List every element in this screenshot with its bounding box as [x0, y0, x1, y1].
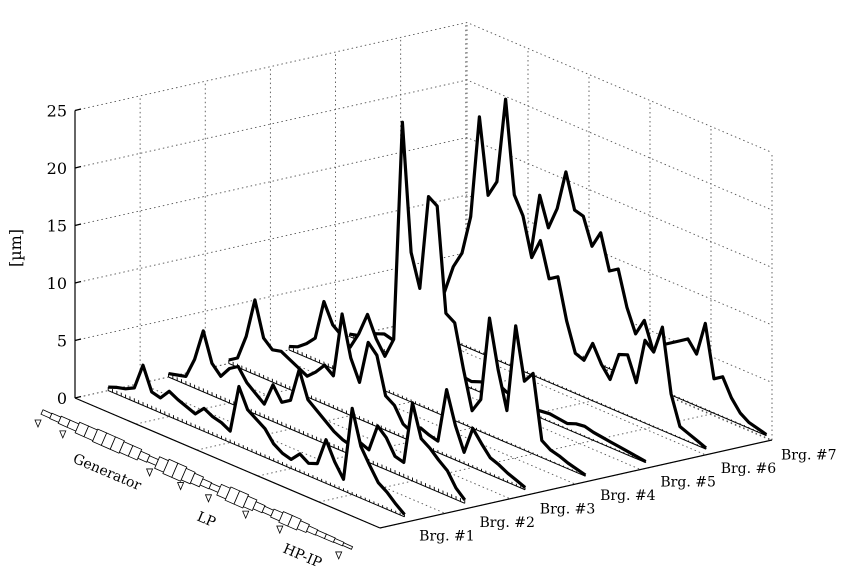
- bearing-marker-icon: [204, 494, 213, 503]
- bearing-marker-icon: [335, 551, 343, 560]
- bearing-axis-line: [379, 439, 773, 529]
- shaft-segment: [342, 542, 354, 550]
- shaft-segment: [189, 472, 205, 488]
- bearing-label: Brg. #3: [540, 501, 595, 517]
- chart-axes: [74, 110, 773, 529]
- series-line: [228, 298, 527, 489]
- shaft-segment: [296, 520, 310, 534]
- shaft-segment: [306, 525, 319, 536]
- shaft-section-label: LP: [194, 509, 217, 531]
- z-tick-mark: [74, 223, 82, 227]
- z-tick-mark: [74, 395, 82, 399]
- z-tick-label: 0: [57, 389, 67, 408]
- series-1: [107, 363, 406, 518]
- bearing-marker-icon: [276, 525, 284, 535]
- bearing-marker-icon: [34, 419, 42, 429]
- z-tick-mark: [74, 338, 82, 342]
- grid-line: [74, 194, 773, 326]
- shaft-section-label: HP-IP: [280, 541, 324, 568]
- grid-line: [74, 22, 773, 153]
- rotor-shaft-diagram: [34, 409, 354, 560]
- z-axis-ticks: 0 5 10 15 20 25: [47, 102, 82, 408]
- z-tick-label: 5: [57, 332, 67, 351]
- z-tick-label: 10: [47, 274, 67, 293]
- shaft-segment: [332, 537, 345, 547]
- bearing-marker-icon: [176, 482, 185, 491]
- z-tick-mark: [74, 280, 82, 284]
- bearing-label: Brg. #2: [479, 515, 534, 531]
- shaft-segment: [109, 436, 125, 454]
- z-axis-label: [µm]: [6, 229, 25, 267]
- z-tick-mark: [74, 108, 82, 112]
- bearing-label: Brg. #4: [600, 488, 656, 504]
- series-6: [409, 97, 708, 450]
- grid-line: [139, 382, 446, 514]
- series-line: [409, 97, 708, 450]
- shaft-segment: [233, 490, 250, 509]
- series-baseline: [168, 376, 465, 504]
- z-tick-label: 25: [47, 102, 67, 121]
- shaft-segment: [323, 533, 336, 543]
- shaft-segment: [252, 501, 266, 514]
- z-tick-label: 15: [47, 217, 67, 236]
- bearing-marker-icon: [242, 510, 250, 520]
- series-2: [168, 329, 467, 504]
- bearing-traces: [107, 97, 768, 518]
- bearing-marker-icon: [59, 430, 67, 439]
- series-line: [108, 363, 406, 516]
- bearing-label: Brg. #1: [419, 529, 474, 545]
- grid-line: [74, 79, 773, 211]
- bearing-marker-icon: [145, 468, 154, 477]
- series-baseline: [107, 390, 405, 518]
- z-tick-mark: [74, 165, 82, 169]
- shaft-segment: [199, 478, 213, 490]
- grid-line: [205, 368, 511, 500]
- bearing-label: Brg. #6: [721, 461, 777, 477]
- bearing-label: Brg. #5: [660, 474, 715, 490]
- bearing-label: Brg. #7: [781, 447, 836, 463]
- series-line: [168, 329, 467, 501]
- axial-axis-line: [74, 397, 381, 529]
- z-tick-label: 20: [47, 159, 67, 178]
- shaft-segment: [137, 450, 151, 463]
- shaft-segment: [171, 462, 188, 482]
- series-4: [288, 120, 587, 477]
